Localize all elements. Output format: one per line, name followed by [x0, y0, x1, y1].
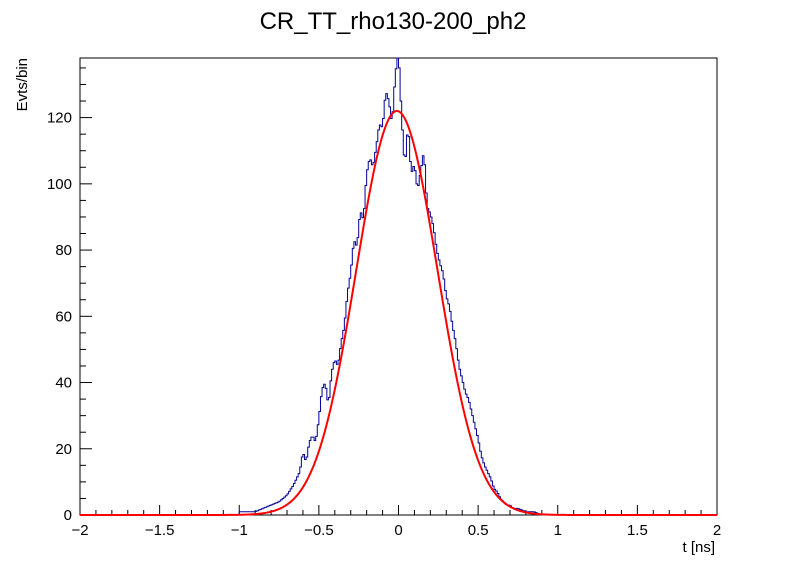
x-tick-label: −0.5: [304, 522, 334, 539]
y-tick-label: 120: [47, 110, 72, 127]
x-axis: −2 −1.5 −1 −0.5 0 0.5 1 1.5 2: [71, 505, 721, 539]
x-tick-label: 0: [394, 522, 402, 539]
y-tick-label: 20: [55, 441, 72, 458]
fit-series: [80, 109, 717, 516]
x-tick-label: −1.5: [145, 522, 175, 539]
y-axis: 0 20 40 60 80 100 120: [47, 67, 92, 524]
x-tick-label: −2: [71, 522, 88, 539]
x-tick-label: −1: [231, 522, 248, 539]
y-tick-label: 0: [64, 507, 72, 524]
y-axis-label: Evts/bin: [14, 58, 31, 111]
x-axis-label: t [ns]: [682, 539, 715, 556]
y-tick-label: 80: [55, 242, 72, 259]
y-tick-label: 100: [47, 176, 72, 193]
y-tick-label: 40: [55, 375, 72, 392]
gaussian-fit-line: [80, 109, 717, 516]
x-tick-label: 0.5: [468, 522, 489, 539]
x-tick-label: 1: [554, 522, 562, 539]
x-tick-label: 2: [713, 522, 721, 539]
chart-title: CR_TT_rho130-200_ph2: [260, 8, 527, 35]
y-tick-label: 60: [55, 308, 72, 325]
x-tick-label: 1.5: [627, 522, 648, 539]
